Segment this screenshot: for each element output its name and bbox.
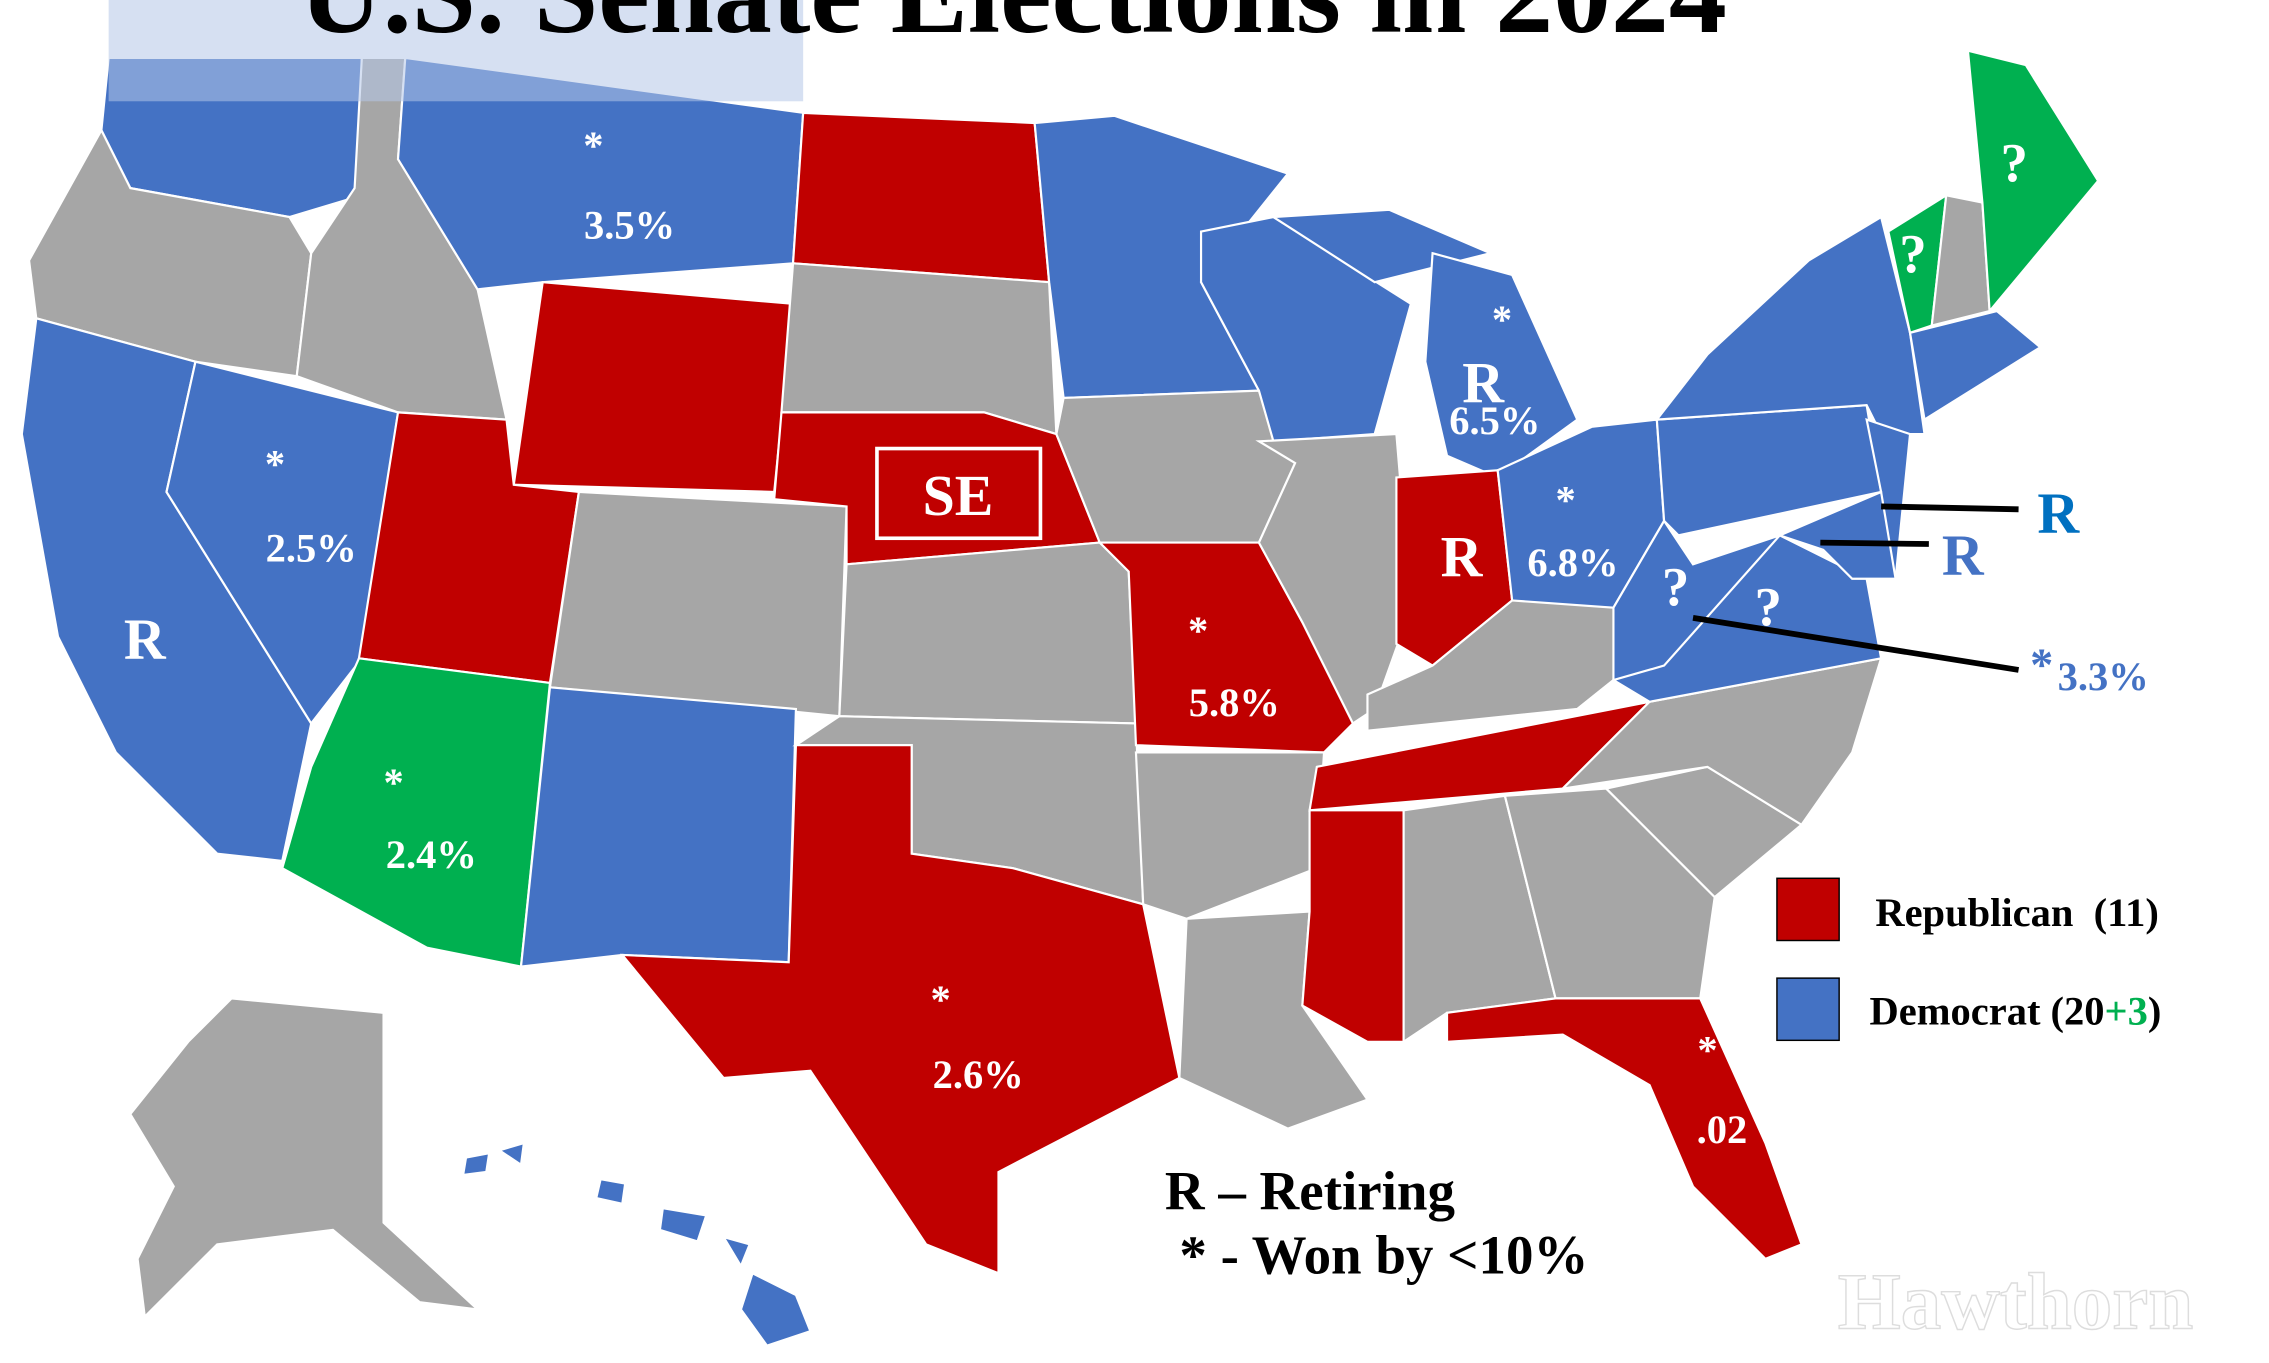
- legend-swatch: [1776, 977, 1840, 1042]
- label: *: [384, 760, 404, 805]
- states: [20, 49, 2100, 1347]
- me: [1966, 49, 2100, 314]
- nv: [165, 360, 400, 726]
- callout-label: R: [2037, 480, 2080, 545]
- label: *: [265, 441, 285, 486]
- label: .02: [1697, 1107, 1748, 1152]
- hi-6: [739, 1271, 812, 1347]
- callout-label: 3.3%: [2058, 654, 2149, 699]
- watermark-text: Hawthorn: [1838, 1256, 2194, 1346]
- callout-line: [1881, 503, 2019, 513]
- new-england-south: [1908, 309, 2043, 422]
- label: 2.5%: [266, 525, 357, 570]
- label: 5.8%: [1189, 680, 1280, 725]
- hi-2: [496, 1141, 526, 1167]
- nd: [791, 111, 1051, 284]
- label: R: [124, 606, 167, 671]
- callout-line: [1692, 614, 2020, 673]
- label: R: [1441, 524, 1484, 589]
- label: 2.6%: [933, 1052, 1024, 1097]
- ga: [1503, 787, 1716, 1000]
- ak: [129, 997, 481, 1320]
- se-box: [875, 446, 1043, 541]
- legend-part: ): [2148, 988, 2162, 1033]
- watermark-text: Group L.C.: [2069, 1337, 2198, 1363]
- legend-part: Democrat (20: [1870, 988, 2105, 1033]
- label: 3.5%: [584, 203, 675, 248]
- callout-label: *: [2030, 640, 2053, 691]
- callout-label: R: [1942, 522, 1985, 587]
- tx: [619, 744, 1181, 1275]
- md-de: [1776, 490, 1897, 580]
- legend-part: +3: [2105, 988, 2148, 1033]
- fl: [1445, 997, 1803, 1261]
- watermark-text: The: [1881, 1250, 1924, 1279]
- co: [548, 490, 848, 718]
- legend: Republican (11) Democrat (20+3): [1776, 877, 2162, 1042]
- ks: [838, 541, 1138, 725]
- ny: [1654, 215, 1926, 436]
- label: *: [930, 977, 950, 1022]
- legend-label: Republican (11): [1875, 890, 2159, 935]
- label: *: [1188, 608, 1208, 653]
- legend-label: Democrat (20+3): [1870, 988, 2162, 1033]
- hi-3: [594, 1177, 627, 1206]
- label: 6.8%: [1527, 540, 1618, 585]
- label: *: [1556, 478, 1576, 523]
- watermark: The Hawthorn Group L.C.: [1837, 1250, 2198, 1363]
- title-band: [108, 0, 804, 102]
- label: R: [1462, 350, 1505, 415]
- callouts: R R * 3.3%: [1692, 480, 2149, 699]
- note: R – Retiring: [1165, 1161, 1455, 1222]
- title: U.S. Senate Elections in 2024: [299, 0, 1727, 58]
- ar: [1134, 751, 1326, 920]
- label: *: [1697, 1027, 1717, 1072]
- sd: [780, 262, 1058, 436]
- ia: [1055, 389, 1297, 544]
- state-labels: * 3.5% * 2.5% R * 2.4% SE * 5.8% * 2.6% …: [124, 123, 2028, 1152]
- wy: [512, 280, 795, 494]
- hi-5: [721, 1235, 752, 1269]
- label: *: [1492, 297, 1512, 342]
- ms: [1301, 809, 1405, 1043]
- label: ?: [1899, 223, 1926, 284]
- nm: [519, 686, 798, 968]
- hi-4: [658, 1206, 708, 1243]
- label: SE: [923, 463, 994, 528]
- hi-1: [461, 1151, 491, 1177]
- label: 2.4%: [386, 832, 477, 877]
- label: ?: [1662, 556, 1689, 617]
- note: * - Won by <10%: [1179, 1224, 1588, 1285]
- label: ?: [2000, 132, 2027, 193]
- legend-swatch: [1776, 877, 1840, 942]
- label: *: [583, 123, 603, 168]
- label: 6.5%: [1449, 398, 1540, 443]
- callout-line: [1820, 539, 1929, 547]
